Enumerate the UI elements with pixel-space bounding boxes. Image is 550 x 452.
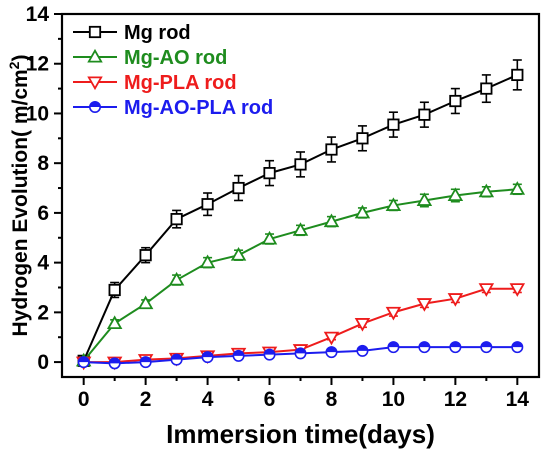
y-axis-title: Hydrogen Evolution( m/cm2) [6,55,32,337]
data-point-3-14 [511,341,524,354]
y-axis-title-close: ) [9,55,32,62]
data-point-1-8 [323,213,340,228]
data-point-3-13 [480,341,493,354]
data-point-3-10 [387,341,400,354]
data-point-2-12 [447,293,464,307]
legend-label-0: Mg rod [124,22,191,44]
x-tick-label-10: 10 [382,388,405,411]
data-point-1-5 [230,247,247,261]
data-point-0-5 [232,181,245,195]
data-point-0-10 [387,118,400,131]
x-tick-label-0: 0 [78,388,90,411]
tick-layer: 0 2 4 6 8 10 12 14 0 2 4 6 8 10 12 14 [26,3,530,411]
data-point-3-4 [201,351,214,364]
data-point-2-11 [416,298,433,312]
x-tick-label-8: 8 [326,388,338,411]
legend-entry-2: Mg-PLA rod [73,72,237,94]
data-point-0-8 [325,143,338,156]
data-point-3-0 [77,356,90,369]
y-tick-label-14: 14 [26,3,50,26]
y-tick-label-10: 10 [26,102,49,125]
legend-entry-0: Mg rod [73,22,191,44]
data-point-3-1 [108,357,121,370]
data-point-0-12 [449,94,462,108]
data-point-1-13 [478,183,495,198]
y-tick-label-8: 8 [37,152,49,175]
series-line-1 [82,188,518,362]
series-0 [77,59,524,367]
data-point-3-6 [263,348,276,361]
data-point-3-3 [170,353,183,366]
data-point-2-8 [323,331,340,346]
data-point-2-9 [354,318,371,332]
legend-label-2: Mg-PLA rod [124,72,237,94]
data-point-3-8 [325,346,338,359]
y-tick-label-0: 0 [37,351,49,374]
legend-label-1: Mg-AO rod [124,47,227,69]
data-point-3-9 [356,344,369,357]
plot-frame [60,12,541,379]
data-point-0-1 [108,283,121,297]
series-1 [75,181,526,367]
x-tick-label-12: 12 [444,388,467,411]
data-point-1-10 [385,197,402,211]
data-point-1-7 [292,222,309,236]
data-point-1-12 [447,187,464,202]
data-point-0-9 [356,132,369,145]
x-tick-label-14: 14 [506,388,530,411]
legend-entry-3: Mg-AO-PLA rod [73,97,273,119]
data-point-1-3 [168,271,185,286]
data-point-3-12 [449,341,462,354]
legend-label-3: Mg-AO-PLA rod [124,97,273,119]
data-point-0-14 [511,68,524,82]
data-point-2-10 [385,306,402,321]
x-axis-title: Immersion time(days) [166,419,435,449]
data-point-0-4 [201,198,214,211]
data-point-3-11 [418,341,431,354]
data-point-1-1 [106,315,123,330]
y-tick-label-12: 12 [26,53,49,76]
data-point-2-14 [509,283,526,297]
legend-marker-0 [88,25,102,39]
data-point-0-2 [139,249,152,262]
data-point-0-7 [294,158,307,171]
y-tick-label-6: 6 [37,202,49,225]
data-point-0-3 [170,213,183,226]
data-point-0-13 [480,82,493,95]
data-point-3-5 [232,349,245,362]
y-tick-label-4: 4 [37,252,49,275]
legend: Mg rod Mg-AO rod Mg-PLA rod Mg-AO-PLA rod [73,22,273,119]
x-tick-label-4: 4 [202,388,214,411]
y-axis-title-main: Hydrogen Evolution( m/cm [9,69,32,336]
data-point-3-2 [139,356,152,369]
x-tick-label-2: 2 [140,388,152,411]
legend-marker-1 [87,48,103,63]
y-tick-label-2: 2 [37,301,49,324]
legend-marker-2 [87,76,103,91]
series-layer [75,59,526,371]
data-point-1-11 [416,192,433,206]
data-point-0-6 [263,167,276,180]
data-point-1-14 [509,181,526,195]
y-axis-title-superscript: 2 [6,61,22,69]
data-point-1-6 [261,230,278,245]
legend-marker-3 [89,101,102,114]
series-3 [77,341,524,370]
x-tick-label-6: 6 [264,388,276,411]
legend-entry-1: Mg-AO rod [73,47,227,69]
data-point-1-9 [354,204,371,219]
data-point-2-13 [478,283,495,297]
data-point-0-11 [418,108,431,121]
data-point-1-4 [199,254,216,269]
data-point-3-7 [294,347,307,360]
data-point-1-2 [137,295,154,310]
